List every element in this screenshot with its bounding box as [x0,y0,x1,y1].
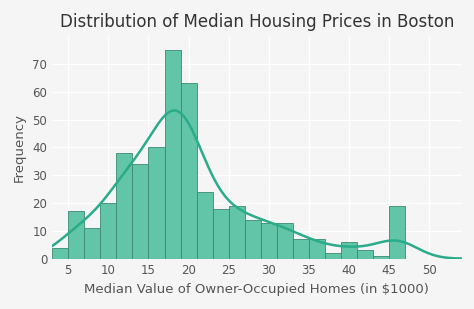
Bar [197,192,213,259]
Bar [148,147,164,259]
Bar [309,239,325,259]
Bar [132,164,148,259]
Bar [277,222,293,259]
X-axis label: Median Value of Owner-Occupied Homes (in $1000): Median Value of Owner-Occupied Homes (in… [84,283,429,297]
Bar [245,220,261,259]
Bar [117,153,132,259]
Bar [325,253,341,259]
Y-axis label: Frequency: Frequency [12,113,26,182]
Title: Distribution of Median Housing Prices in Boston: Distribution of Median Housing Prices in… [60,12,454,31]
Bar [373,256,389,259]
Bar [100,203,117,259]
Bar [261,222,277,259]
Bar [293,239,309,259]
Bar [181,83,197,259]
Bar [229,206,245,259]
Bar [52,248,68,259]
Bar [164,50,181,259]
Bar [389,206,405,259]
Bar [213,209,229,259]
Bar [68,211,84,259]
Bar [84,228,100,259]
Bar [357,250,373,259]
Bar [341,242,357,259]
